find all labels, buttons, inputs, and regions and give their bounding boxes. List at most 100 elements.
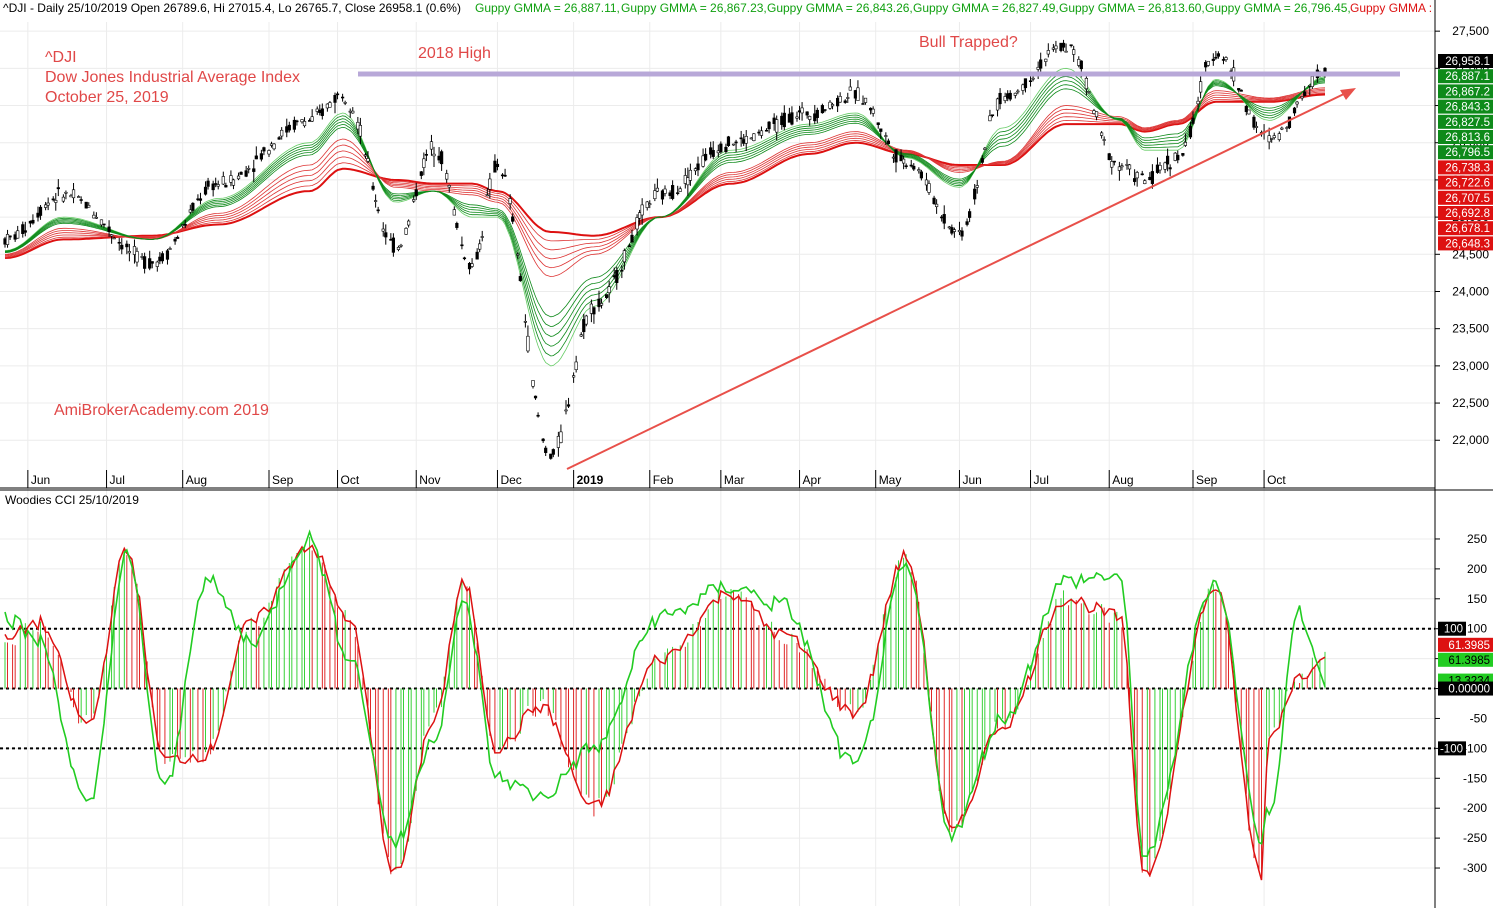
- candle-body: [320, 108, 324, 116]
- candle-body: [589, 303, 593, 314]
- candle-body: [13, 234, 17, 240]
- price-value-tag: 26,958.1: [1445, 56, 1490, 68]
- candle-body: [1072, 49, 1076, 55]
- candle-body: [1059, 42, 1063, 51]
- candle-body: [259, 153, 263, 160]
- candle-body: [551, 449, 555, 455]
- candle-body: [724, 146, 728, 152]
- candle-body: [1069, 44, 1073, 47]
- candle-body: [437, 155, 441, 161]
- candle-body: [1173, 152, 1177, 161]
- candle-body: [704, 153, 708, 161]
- candle-body: [757, 131, 761, 134]
- candle-body: [848, 86, 852, 91]
- candle-body: [678, 188, 682, 192]
- candle-body: [693, 168, 698, 172]
- candle-body: [1183, 142, 1187, 146]
- candle-body: [856, 87, 860, 101]
- candle-body: [536, 414, 540, 417]
- candle-body: [3, 238, 7, 245]
- price-value-tag-bg: [1438, 190, 1493, 205]
- candle-body: [503, 174, 507, 177]
- candle-body: [1191, 117, 1195, 124]
- candle-body: [615, 269, 619, 283]
- price-value-tag: 26,707.5: [1445, 193, 1490, 205]
- x-tick-label: Nov: [419, 473, 440, 487]
- x-tick-label: Jul: [110, 473, 125, 487]
- candle-body: [429, 141, 434, 150]
- candle-body: [686, 177, 690, 186]
- cci-value-tag: -100: [1440, 743, 1463, 755]
- candle-body: [759, 130, 764, 136]
- candle-body: [478, 243, 482, 250]
- cci-value-tag-bg: [1438, 637, 1493, 652]
- candle-body: [1292, 107, 1297, 114]
- candle-body: [1084, 78, 1088, 90]
- price-y-tick-label: 22,000: [1452, 433, 1489, 447]
- candle-body: [488, 178, 492, 190]
- candle-body: [102, 223, 106, 226]
- candle-body: [79, 199, 83, 201]
- cci-y-tick-label: -50: [1470, 711, 1488, 725]
- candle-body: [318, 109, 322, 113]
- candle-body: [308, 120, 312, 122]
- candle-body: [1028, 80, 1033, 82]
- candle-body: [1079, 60, 1083, 70]
- candle-body: [280, 129, 284, 137]
- candle-body: [277, 137, 281, 140]
- candle-body: [1295, 101, 1299, 105]
- candle-body: [155, 261, 159, 267]
- candle-body: [995, 98, 1000, 111]
- candle-body: [838, 96, 842, 103]
- price-panel: [3, 39, 1327, 460]
- candle-body: [1199, 81, 1203, 93]
- candle-body: [269, 143, 274, 146]
- candle-body: [1140, 173, 1144, 176]
- candle-body: [335, 93, 340, 96]
- candle-body: [168, 248, 172, 250]
- candle-body: [23, 230, 27, 233]
- candle-body: [404, 227, 408, 235]
- candle-body: [262, 147, 266, 152]
- candle-body: [28, 220, 32, 224]
- price-value-tag: 26,738.3: [1445, 162, 1490, 174]
- candle-body: [828, 101, 832, 109]
- candle-body: [813, 113, 817, 122]
- candle-body: [160, 253, 164, 262]
- candle-body: [790, 112, 794, 125]
- candle-body: [1036, 66, 1040, 70]
- header-gmma-value: Guppy GMMA = 26,887.11,: [475, 1, 620, 15]
- candle-body: [950, 227, 954, 234]
- candle-body: [927, 183, 931, 193]
- candle-body: [363, 154, 368, 157]
- candle-body: [143, 256, 147, 269]
- candle-body: [54, 199, 58, 203]
- candle-body: [46, 202, 50, 206]
- candle-body: [1133, 178, 1137, 182]
- candle-body: [1013, 92, 1017, 96]
- candle-body: [780, 115, 784, 125]
- candle-body: [1224, 57, 1228, 61]
- candle-body: [523, 320, 527, 323]
- header-gmma-value: Guppy GMMA :: [1350, 1, 1432, 15]
- candle-body: [940, 216, 944, 219]
- annotation-bull-trapped: Bull Trapped?: [919, 34, 1018, 51]
- candle-body: [5, 234, 10, 245]
- cci-y-tick-label: -250: [1463, 831, 1487, 845]
- candle-body: [599, 303, 604, 306]
- candle-body: [224, 185, 228, 188]
- cci-value-tag-bg: [1438, 621, 1466, 636]
- candle-body: [376, 209, 380, 212]
- candle-body: [846, 97, 850, 99]
- candle-body: [196, 198, 200, 201]
- candle-body: [782, 112, 786, 128]
- header-gmma-value: Guppy GMMA = 26,843.26,: [767, 1, 913, 15]
- cci-value-tag-bg: [1438, 652, 1493, 667]
- candle-body: [107, 226, 111, 233]
- candle-body: [772, 117, 776, 124]
- candle-body: [229, 175, 233, 183]
- candle-body: [1087, 91, 1091, 93]
- cci-y-tick-label: -150: [1463, 771, 1487, 785]
- candle-body: [36, 212, 40, 218]
- candle-body: [904, 165, 908, 167]
